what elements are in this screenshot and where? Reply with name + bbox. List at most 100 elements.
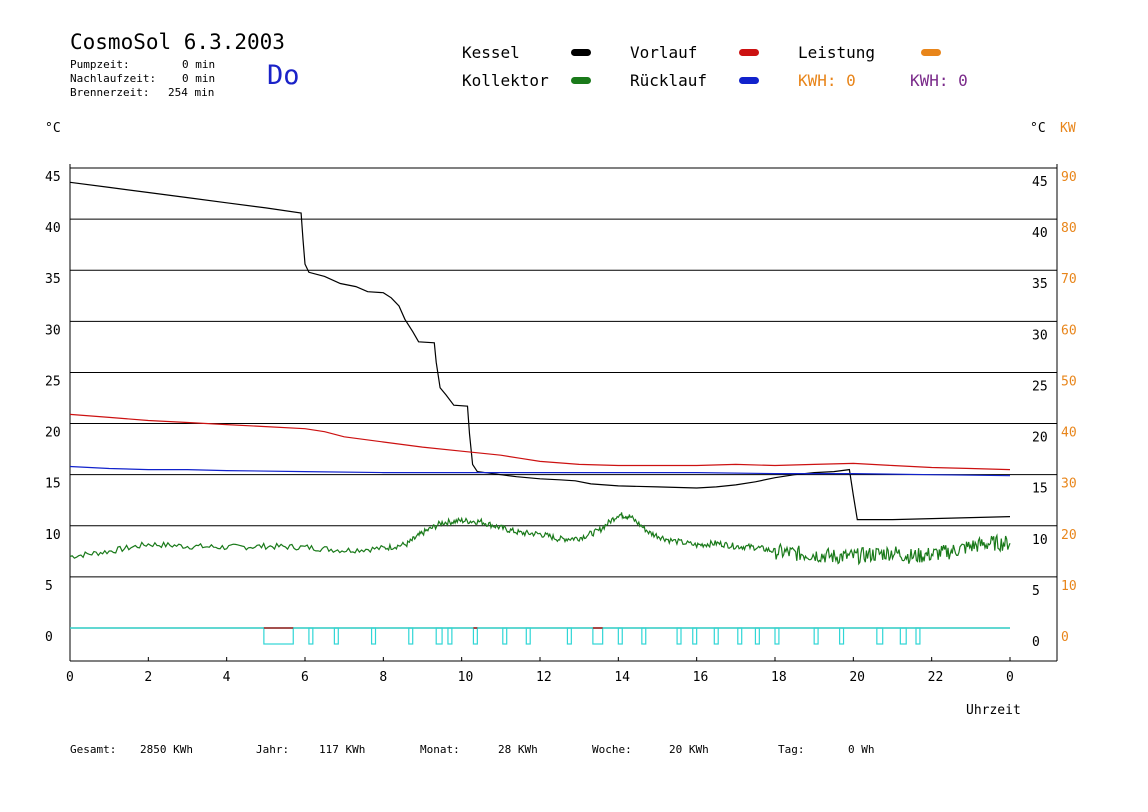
y2-tick-90: 90 (1061, 170, 1077, 185)
y-tick-left-45: 45 (45, 170, 61, 185)
x-tick-6: 12 (536, 670, 552, 685)
pump-pulse-14 (676, 627, 682, 645)
pump-pulse-4 (408, 627, 414, 645)
x-tick-1: 2 (144, 670, 152, 685)
y2-tick-30: 30 (1061, 477, 1077, 492)
y2-tick-80: 80 (1061, 221, 1077, 236)
y-tick-right-0: 0 (1032, 635, 1040, 650)
x-tick-11: 22 (928, 670, 944, 685)
pump-pulse-5 (435, 627, 443, 645)
y-tick-right-20: 20 (1032, 431, 1048, 446)
pump-pulse-19 (774, 627, 780, 645)
pumpzeit-value: 0 min (182, 58, 216, 71)
legend-vorlauf-swatch (739, 49, 759, 56)
y-tick-left-15: 15 (45, 477, 61, 492)
series-kollektor-line (69, 512, 1011, 566)
brennerzeit-label: Brennerzeit: (70, 86, 150, 99)
y-tick-right-25: 25 (1032, 379, 1048, 394)
x-tick-5: 10 (458, 670, 474, 685)
pump-pulse-20 (813, 627, 819, 645)
weekday-label: Do (267, 60, 300, 91)
x-tick-8: 16 (693, 670, 709, 685)
x-tick-7: 14 (614, 670, 630, 685)
legend-leistung-swatch (921, 49, 941, 56)
footer-jahr-label: Jahr: (256, 743, 290, 756)
y-tick-right-5: 5 (1032, 584, 1040, 599)
pump-pulse-18 (754, 627, 760, 645)
footer-gesamt-value: 2850 KWh (140, 743, 193, 756)
y-tick-left-40: 40 (45, 221, 61, 236)
pump-pulse-6 (447, 627, 453, 645)
y-tick-left-5: 5 (45, 579, 53, 594)
kwh-leistung-readout: KWH: 0 (798, 71, 856, 90)
footer-woche-value: 20 KWh (669, 743, 709, 756)
pump-pulse-17 (737, 627, 743, 645)
legend-kollektor-label: Kollektor (462, 71, 549, 90)
kwh-secondary-readout: KWH: 0 (910, 71, 968, 90)
footer-jahr-value: 117 KWh (319, 743, 366, 756)
y-tick-left-25: 25 (45, 374, 61, 389)
y-tick-left-0: 0 (45, 630, 53, 645)
pump-pulse-23 (899, 627, 907, 645)
y-axis-unit-right: °C (1030, 121, 1046, 136)
y2-tick-0: 0 (1061, 630, 1069, 645)
x-tick-3: 6 (301, 670, 309, 685)
x-tick-12: 0 (1006, 670, 1014, 685)
pump-pulse-7 (472, 627, 478, 645)
pump-pulse-22 (876, 627, 884, 645)
legend-ruecklauf-swatch (739, 77, 759, 84)
y-tick-right-35: 35 (1032, 277, 1048, 292)
x-tick-9: 18 (771, 670, 787, 685)
pump-pulse-0 (263, 627, 294, 645)
y2-axis-unit: KW (1060, 121, 1076, 136)
y2-tick-60: 60 (1061, 323, 1077, 338)
x-tick-0: 0 (66, 670, 74, 685)
pump-pulse-16 (713, 627, 719, 645)
y2-tick-20: 20 (1061, 528, 1077, 543)
y-tick-left-10: 10 (45, 528, 61, 543)
nachlaufzeit-value: 0 min (182, 72, 216, 85)
y-tick-right-30: 30 (1032, 328, 1048, 343)
footer-tag-label: Tag: (778, 743, 805, 756)
legend-leistung-label: Leistung (798, 43, 876, 62)
legend-ruecklauf-label: Rücklauf (630, 71, 708, 90)
legend-kollektor-swatch (571, 77, 591, 84)
x-tick-2: 4 (223, 670, 231, 685)
footer-woche-label: Woche: (592, 743, 632, 756)
pump-pulse-13 (641, 627, 647, 645)
y-tick-left-20: 20 (45, 426, 61, 441)
y2-tick-50: 50 (1061, 374, 1077, 389)
y2-tick-10: 10 (1061, 579, 1077, 594)
y2-tick-40: 40 (1061, 426, 1077, 441)
nachlaufzeit-label: Nachlaufzeit: (70, 72, 157, 85)
y-tick-right-45: 45 (1032, 175, 1048, 190)
pump-pulse-10 (566, 627, 572, 645)
footer-gesamt-label: Gesamt: (70, 743, 117, 756)
pump-pulse-12 (617, 627, 623, 645)
legend-kessel-swatch (571, 49, 591, 56)
pump-pulse-8 (502, 627, 508, 645)
y-axis-unit-left: °C (45, 121, 61, 136)
y-tick-right-40: 40 (1032, 226, 1048, 241)
pump-pulse-24 (915, 627, 921, 645)
y-tick-right-15: 15 (1032, 482, 1048, 497)
brennerzeit-value: 254 min (168, 86, 215, 99)
series-ruecklauf-line (69, 465, 1011, 477)
pump-pulse-1 (308, 627, 314, 645)
footer-monat-value: 28 KWh (498, 743, 538, 756)
footer-tag-value: 0 Wh (848, 743, 875, 756)
pump-pulse-3 (370, 627, 377, 645)
legend-kessel-label: Kessel (462, 43, 520, 62)
x-axis-title: Uhrzeit (966, 703, 1021, 718)
chart-title: CosmoSol 6.3.2003 (70, 30, 285, 54)
y-tick-left-35: 35 (45, 272, 61, 287)
y2-tick-70: 70 (1061, 272, 1077, 287)
y-tick-right-10: 10 (1032, 533, 1048, 548)
pump-pulse-9 (525, 627, 531, 645)
x-tick-4: 8 (379, 670, 387, 685)
series-vorlauf-line (69, 413, 1011, 471)
x-tick-10: 20 (849, 670, 865, 685)
legend-vorlauf-label: Vorlauf (630, 43, 698, 62)
series-kessel-line (69, 181, 1011, 521)
